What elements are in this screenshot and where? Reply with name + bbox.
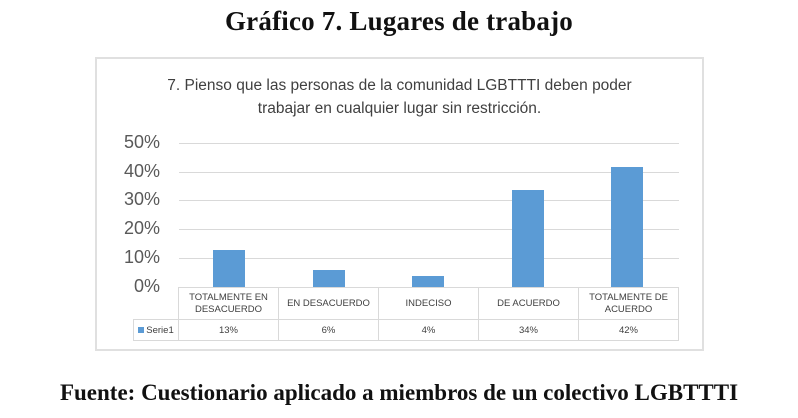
bar-en-desacuerdo: [313, 270, 345, 287]
value-cell: 13%: [178, 319, 279, 341]
source-caption: Fuente: Cuestionario aplicado a miembros…: [59, 380, 739, 405]
category-label: TOTALMENTE DE ACUERDO: [578, 287, 679, 320]
gridline-10: [179, 258, 679, 259]
category-label: TOTALMENTE EN DESACUERDO: [178, 287, 279, 320]
chart-title-line-2: trabajar en cualquier lugar sin restricc…: [257, 100, 542, 117]
bar-de-acuerdo: [512, 190, 544, 287]
gridline-50: [179, 143, 679, 144]
page-title: Gráfico 7. Lugares de trabajo: [224, 6, 573, 36]
bar-totalmente-de-acuerdo: [611, 167, 643, 287]
y-tick-30: 30%: [123, 189, 160, 209]
chart-data-table: TOTALMENTE EN DESACUERDO EN DESACUERDO IN…: [133, 287, 679, 341]
value-cell: 42%: [578, 319, 679, 341]
category-label: EN DESACUERDO: [278, 287, 379, 320]
value-cell: 6%: [278, 319, 379, 341]
gridline-30: [179, 200, 679, 201]
chart-title: 7. Pienso que las personas de la comunid…: [95, 74, 704, 120]
gridline-40: [179, 172, 679, 173]
y-tick-20: 20%: [123, 218, 160, 238]
legend-entry: Serie1: [133, 319, 179, 341]
gridline-20: [179, 229, 679, 230]
value-cell: 34%: [478, 319, 579, 341]
chart-title-line-1: 7. Pienso que las personas de la comunid…: [167, 77, 632, 94]
y-tick-40: 40%: [123, 161, 160, 181]
y-tick-50: 50%: [123, 132, 160, 152]
bar-indeciso: [412, 276, 444, 287]
legend-swatch-icon: [138, 326, 145, 333]
category-label: DE ACUERDO: [478, 287, 579, 320]
category-label: INDECISO: [378, 287, 479, 320]
y-tick-10: 10%: [123, 247, 160, 267]
bar-totalmente-en-desacuerdo: [213, 250, 245, 287]
value-cell: 4%: [378, 319, 479, 341]
